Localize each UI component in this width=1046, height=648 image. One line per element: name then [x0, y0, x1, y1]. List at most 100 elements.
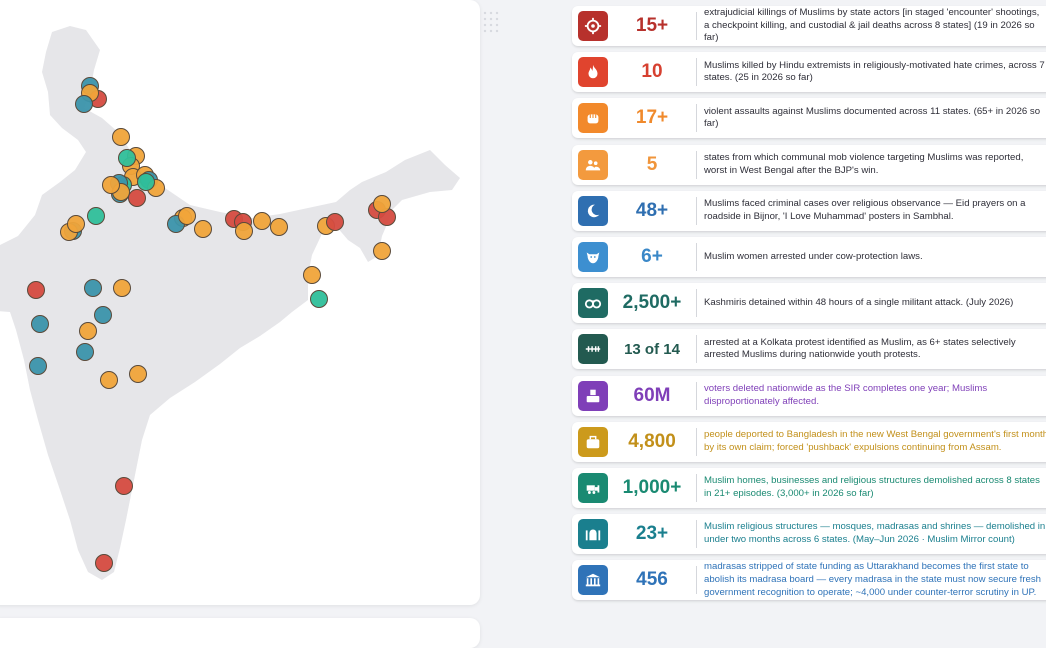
- stat-description: Kashmiris detained within 48 hours of a …: [704, 296, 1014, 308]
- stat-description: voters deleted nationwide as the SIR com…: [704, 382, 988, 407]
- divider: [696, 150, 697, 179]
- stat-description: states from which communal mob violence …: [704, 151, 1024, 176]
- divider: [696, 566, 697, 595]
- stat-value: 13 of 14: [624, 340, 680, 358]
- map-marker[interactable]: [270, 218, 288, 236]
- map-marker[interactable]: [102, 176, 120, 194]
- map-marker[interactable]: [29, 357, 47, 375]
- map-marker[interactable]: [113, 279, 131, 297]
- stat-row: 60M voters deleted nationwide as the SIR …: [572, 375, 1046, 416]
- stat-description: extrajudicial killings of Muslims by sta…: [704, 7, 1040, 44]
- divider: [696, 381, 697, 410]
- stat-row: 2,500+ Kashmiris detained within 48 hours…: [572, 283, 1046, 324]
- divider: [696, 12, 697, 40]
- stat-row: 4,800 people deported to Bangladesh in th…: [572, 421, 1046, 462]
- map-marker[interactable]: [115, 477, 133, 495]
- divider: [696, 104, 697, 133]
- map-marker[interactable]: [178, 207, 196, 225]
- map-marker[interactable]: [253, 212, 271, 230]
- map-marker[interactable]: [79, 322, 97, 340]
- stat-description: violent assaults against Muslims documen…: [704, 105, 1041, 130]
- divider: [696, 520, 697, 549]
- map-marker[interactable]: [27, 281, 45, 299]
- stat-value: 4,800: [628, 430, 676, 452]
- map-marker[interactable]: [31, 315, 49, 333]
- stat-row: 1,000+ Muslim homes, businesses and relig…: [572, 467, 1046, 508]
- stat-description: Muslim religious structures — mosques, m…: [704, 521, 1046, 546]
- stat-description: Muslim homes, businesses and religious s…: [704, 475, 1040, 499]
- stat-row: 6+ Muslim women arrested under cow-protec…: [572, 236, 1046, 277]
- map-marker[interactable]: [94, 306, 112, 324]
- map-marker[interactable]: [87, 207, 105, 225]
- suitcase-icon: [578, 426, 608, 457]
- bulldozer-icon: [578, 472, 608, 503]
- fist-icon: [578, 103, 608, 134]
- stat-description: Muslims faced criminal cases over religi…: [704, 198, 1026, 222]
- stat-value: 2,500+: [622, 292, 682, 314]
- map-marker[interactable]: [95, 554, 113, 572]
- ballot-icon: [578, 380, 608, 411]
- map-panel: [0, 0, 480, 605]
- bottom-panel: [0, 618, 480, 648]
- map-marker[interactable]: [373, 195, 391, 213]
- stats-list: 15+ extrajudicial killings of Muslims by …: [572, 6, 1046, 606]
- divider: [696, 335, 697, 364]
- stat-value: 5: [646, 153, 658, 175]
- stat-value: 48+: [635, 199, 669, 221]
- stat-row: 10 Muslims killed by Hindu extremists in …: [572, 52, 1046, 93]
- map-marker[interactable]: [303, 266, 321, 284]
- stat-row: 13 of 14 arrested at a Kolkata protest id…: [572, 329, 1046, 370]
- handcuffs-icon: [578, 288, 608, 319]
- divider: [696, 473, 697, 502]
- crescent-icon: [578, 195, 608, 226]
- stat-value: 6+: [641, 245, 663, 267]
- mosque-icon: [578, 519, 608, 550]
- map-marker[interactable]: [112, 128, 130, 146]
- map-marker[interactable]: [129, 365, 147, 383]
- stat-value: 15+: [635, 15, 669, 36]
- divider: [696, 196, 697, 225]
- map-marker[interactable]: [310, 290, 328, 308]
- stat-row: 456 madrasas stripped of state funding as…: [572, 560, 1046, 601]
- stat-description: people deported to Bangladesh in the new…: [704, 429, 1046, 453]
- stat-value: 23+: [635, 523, 669, 545]
- stat-value: 10: [641, 61, 663, 83]
- map-marker[interactable]: [326, 213, 344, 231]
- india-outline-shape: [0, 26, 460, 580]
- divider: [696, 427, 697, 456]
- map-marker[interactable]: [75, 95, 93, 113]
- map-marker[interactable]: [84, 279, 102, 297]
- stat-row: 15+ extrajudicial killings of Muslims by …: [572, 6, 1046, 46]
- divider: [696, 58, 697, 87]
- chain-icon: [578, 334, 608, 365]
- map-marker[interactable]: [373, 242, 391, 260]
- divider: [696, 289, 697, 318]
- crosshair-icon: [578, 11, 608, 41]
- map-marker[interactable]: [118, 149, 136, 167]
- stat-row: 17+ violent assaults against Muslims docu…: [572, 98, 1046, 139]
- stat-value: 1,000+: [622, 476, 682, 498]
- map-marker[interactable]: [128, 189, 146, 207]
- flame-icon: [578, 57, 608, 88]
- map-marker[interactable]: [100, 371, 118, 389]
- map-marker[interactable]: [137, 173, 155, 191]
- stat-description: Muslim women arrested under cow-protecti…: [704, 250, 923, 262]
- institution-icon: [578, 565, 608, 596]
- map-marker[interactable]: [76, 343, 94, 361]
- cow-icon: [578, 241, 608, 272]
- map-marker[interactable]: [235, 222, 253, 240]
- dot-grid-decoration: [482, 10, 500, 34]
- stat-value: 17+: [635, 107, 669, 129]
- stat-row: 48+ Muslims faced criminal cases over rel…: [572, 190, 1046, 231]
- map-marker[interactable]: [67, 215, 85, 233]
- divider: [696, 242, 697, 271]
- mob-icon: [578, 149, 608, 180]
- stat-description: arrested at a Kolkata protest identified…: [704, 336, 1016, 361]
- stat-row: 23+ Muslim religious structures — mosques…: [572, 514, 1046, 555]
- map-marker[interactable]: [194, 220, 212, 238]
- stat-value: 456: [636, 569, 668, 591]
- india-map: [0, 26, 460, 580]
- stat-description: madrasas stripped of state funding as Ut…: [704, 561, 1042, 598]
- stat-value: 60M: [633, 384, 671, 406]
- stat-description: Muslims killed by Hindu extremists in re…: [704, 59, 1045, 84]
